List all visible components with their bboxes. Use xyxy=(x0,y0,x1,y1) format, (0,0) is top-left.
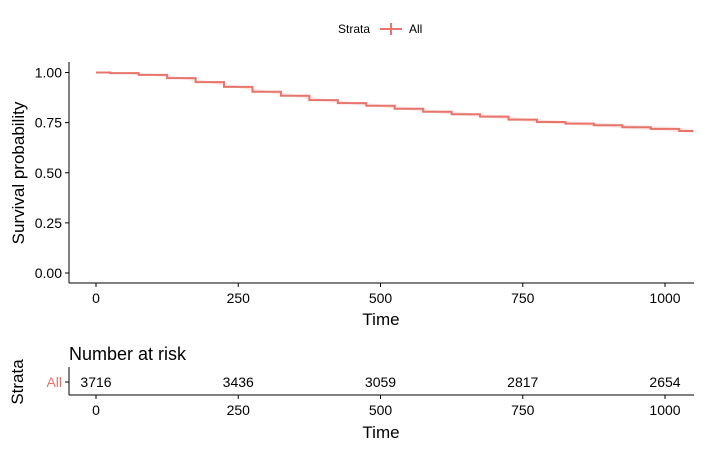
risk-strata-label-all: All xyxy=(46,374,62,390)
y-axis-title: Survival probability xyxy=(9,101,28,244)
x-tick-label: 1000 xyxy=(649,290,680,306)
risk-value: 2817 xyxy=(507,374,538,390)
risk-value: 3436 xyxy=(223,374,254,390)
risk-x-tick-label: 250 xyxy=(227,402,251,418)
x-tick-label: 0 xyxy=(92,290,100,306)
risk-x-tick-label: 500 xyxy=(369,402,393,418)
risk-x-tick-label: 1000 xyxy=(649,402,680,418)
x-axis-title: Time xyxy=(362,310,399,329)
risk-y-axis-title: Strata xyxy=(8,359,27,405)
y-tick-label: 0.00 xyxy=(35,265,62,281)
x-tick-label: 500 xyxy=(369,290,393,306)
y-tick-label: 1.00 xyxy=(35,65,62,81)
legend-item-all: All xyxy=(409,22,422,36)
survival-curve-all xyxy=(96,73,693,132)
y-tick-label: 0.25 xyxy=(35,215,62,231)
y-tick-label: 0.50 xyxy=(35,165,62,181)
x-tick-label: 750 xyxy=(511,290,535,306)
survival-plot: 0.00 0.25 0.50 0.75 1.00 0 250 500 750 1000 Surv… xyxy=(9,62,694,329)
legend: Strata All xyxy=(338,22,422,36)
x-tick-label: 250 xyxy=(227,290,251,306)
risk-table: Number at risk All 3716 3436 3059 2817 2654 … xyxy=(8,344,694,442)
y-tick-label: 0.75 xyxy=(35,115,62,131)
risk-x-tick-label: 750 xyxy=(511,402,535,418)
legend-title: Strata xyxy=(338,22,370,36)
risk-value: 2654 xyxy=(649,374,680,390)
risk-table-title: Number at risk xyxy=(69,344,187,364)
risk-value: 3716 xyxy=(80,374,111,390)
risk-value: 3059 xyxy=(365,374,396,390)
risk-x-tick-label: 0 xyxy=(92,402,100,418)
survival-confidence-band xyxy=(96,73,693,134)
risk-x-axis-title: Time xyxy=(362,423,399,442)
